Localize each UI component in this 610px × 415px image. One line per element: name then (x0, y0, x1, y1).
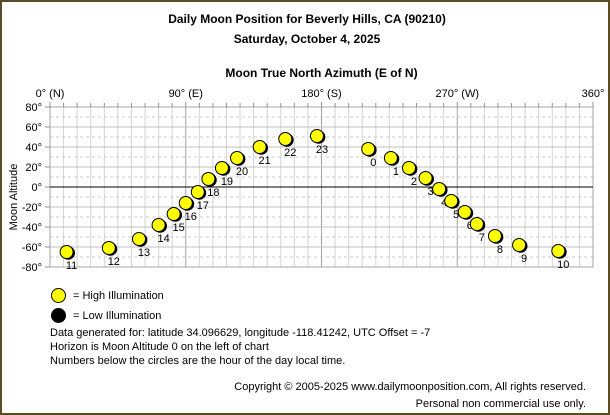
y-axis-title: Moon Altitude (8, 163, 20, 231)
moon-position-point: 5 (444, 194, 460, 221)
hour-label: 2 (411, 176, 417, 188)
hour-label: 13 (138, 247, 150, 259)
high-illumination-swatch-icon (51, 288, 66, 303)
hour-label: 8 (497, 244, 503, 256)
moon-position-point: 8 (487, 229, 504, 256)
hour-label: 19 (221, 176, 233, 188)
hour-label: 9 (521, 253, 527, 265)
moon-position-point: 19 (214, 161, 233, 188)
hour-label: 10 (557, 259, 569, 271)
moon-position-point: 23 (309, 129, 328, 156)
svg-text:-80°: -80° (22, 262, 42, 274)
moon-position-point: 10 (551, 244, 569, 271)
hour-label: 17 (197, 200, 209, 212)
svg-text:0° (N): 0° (N) (36, 88, 65, 100)
low-illumination-swatch-icon (51, 308, 66, 323)
hour-label: 1 (393, 166, 399, 178)
legend-row-low: = Low Illumination (51, 307, 161, 324)
svg-text:90° (E): 90° (E) (169, 88, 203, 100)
page-title: Daily Moon Position for Beverly Hills, C… (168, 12, 446, 26)
page-subtitle: Saturday, October 4, 2025 (233, 32, 381, 46)
moon-position-point: 3 (418, 171, 434, 198)
svg-text:-40°: -40° (22, 222, 42, 234)
hour-label: 23 (316, 144, 328, 156)
moon-position-point: 12 (101, 241, 120, 268)
hour-label: 12 (108, 256, 120, 268)
hour-label: 20 (236, 166, 248, 178)
moon-position-point: 21 (252, 140, 271, 167)
svg-text:60°: 60° (25, 122, 42, 134)
hour-label: 15 (173, 222, 185, 234)
moon-position-point: 9 (512, 238, 528, 265)
moon-position-point: 13 (131, 232, 150, 259)
usage-text: Personal non commercial use only. (415, 398, 586, 410)
svg-text:40°: 40° (25, 142, 42, 154)
hour-label: 4 (441, 197, 447, 209)
moon-position-point: 1 (383, 151, 400, 178)
legend-label-high: = High Illumination (73, 289, 164, 302)
hour-label: 11 (66, 260, 77, 272)
moon-position-point: 0 (361, 142, 377, 169)
hour-label: 5 (453, 209, 459, 221)
svg-text:270° (W): 270° (W) (435, 88, 479, 100)
note-hours: Numbers below the circles are the hour o… (50, 355, 346, 367)
hour-label: 3 (428, 186, 434, 198)
svg-text:360°: 360° (582, 88, 605, 100)
hour-label: 18 (207, 187, 219, 199)
legend-label-low: = Low Illumination (73, 309, 162, 322)
moon-position-point: 2 (401, 161, 418, 188)
moon-position-point: 20 (230, 151, 248, 178)
hour-label: 22 (284, 147, 296, 159)
hour-label: 0 (370, 157, 376, 169)
note-horizon: Horizon is Moon Altitude 0 on the left o… (50, 341, 269, 353)
moon-position-point: 16 (178, 196, 197, 223)
x-axis-title: Moon True North Azimuth (E of N) (225, 66, 418, 80)
svg-text:0°: 0° (31, 182, 42, 194)
moon-position-point: 6 (457, 205, 474, 232)
legend-row-high: = High Illumination (51, 287, 164, 304)
svg-text:-60°: -60° (22, 242, 42, 254)
moon-position-point: 14 (151, 218, 170, 245)
moon-position-point: 4 (432, 182, 448, 209)
moon-position-point: 11 (59, 245, 77, 272)
moon-position-point: 22 (278, 132, 296, 159)
svg-text:180° (S): 180° (S) (301, 88, 341, 100)
svg-text:20°: 20° (25, 162, 42, 174)
note-data-generated: Data generated for: latitude 34.096629, … (50, 327, 431, 339)
moon-position-point: 17 (190, 185, 209, 212)
moon-position-point: 7 (469, 217, 486, 244)
copyright-text: Copyright © 2005-2025 www.dailymoonposit… (234, 381, 586, 393)
hour-label: 7 (479, 232, 485, 244)
hour-label: 21 (259, 155, 271, 167)
svg-text:-20°: -20° (22, 202, 42, 214)
hour-label: 14 (157, 233, 169, 245)
hour-label: 16 (185, 211, 197, 223)
svg-text:80°: 80° (25, 102, 42, 114)
moon-position-point: 15 (166, 207, 185, 234)
hour-label: 6 (467, 220, 473, 232)
moon-position-point: 18 (201, 172, 220, 199)
